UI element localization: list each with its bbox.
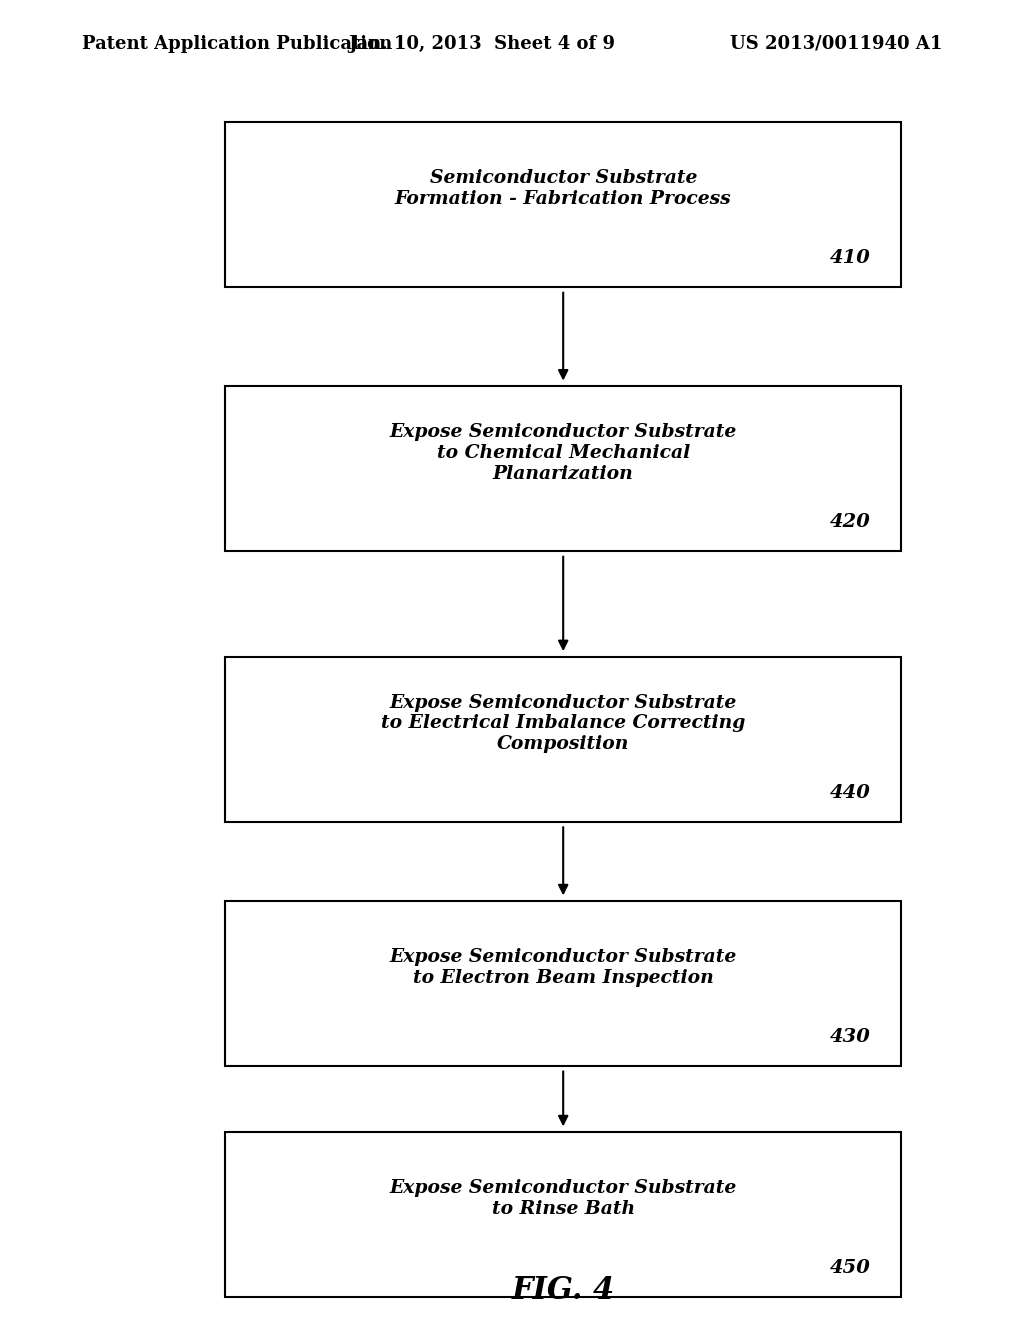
- Text: FIG. 4: FIG. 4: [512, 1275, 614, 1307]
- Text: Expose Semiconductor Substrate
to Electron Beam Inspection: Expose Semiconductor Substrate to Electr…: [389, 948, 737, 987]
- Text: 410: 410: [829, 249, 870, 267]
- Text: Jan. 10, 2013  Sheet 4 of 9: Jan. 10, 2013 Sheet 4 of 9: [348, 34, 614, 53]
- Text: 440: 440: [829, 784, 870, 801]
- Bar: [225, 657, 901, 821]
- Text: Expose Semiconductor Substrate
to Rinse Bath: Expose Semiconductor Substrate to Rinse …: [389, 1179, 737, 1218]
- Bar: [225, 385, 901, 552]
- Text: Patent Application Publication: Patent Application Publication: [82, 34, 392, 53]
- Text: Semiconductor Substrate
Formation - Fabrication Process: Semiconductor Substrate Formation - Fabr…: [395, 169, 731, 209]
- Text: Expose Semiconductor Substrate
to Chemical Mechanical
Planarization: Expose Semiconductor Substrate to Chemic…: [389, 422, 737, 483]
- Text: 450: 450: [829, 1259, 870, 1276]
- Bar: [225, 123, 901, 288]
- Text: 430: 430: [829, 1028, 870, 1045]
- Text: US 2013/0011940 A1: US 2013/0011940 A1: [730, 34, 942, 53]
- Bar: [225, 1133, 901, 1296]
- Bar: [225, 900, 901, 1067]
- Text: 420: 420: [829, 513, 870, 531]
- Text: Expose Semiconductor Substrate
to Electrical Imbalance Correcting
Composition: Expose Semiconductor Substrate to Electr…: [381, 693, 745, 754]
